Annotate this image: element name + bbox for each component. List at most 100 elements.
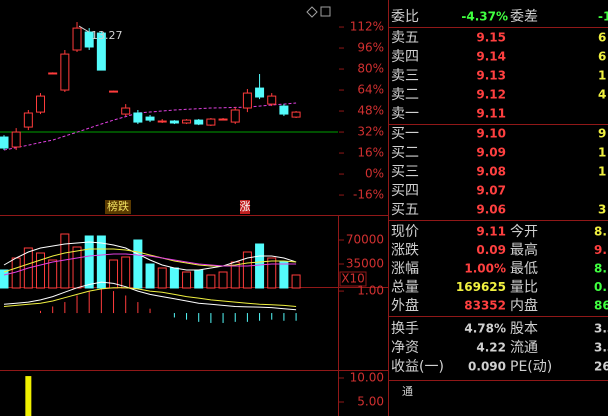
quote-value: 4.22: [476, 341, 506, 355]
candle-body: [145, 116, 155, 121]
volume-bar: [279, 261, 289, 289]
quote-value: 9.12: [476, 88, 506, 102]
quote-value: 9.08: [476, 165, 506, 179]
quote-value: 9.11: [476, 225, 506, 239]
candle-body: [169, 120, 179, 124]
quote-value: 862: [594, 299, 608, 313]
volume-bar: [60, 233, 70, 289]
quote-value: 9: [598, 127, 606, 141]
volume-bar: [145, 263, 155, 289]
volume-bar: [96, 235, 106, 289]
candle-body: [255, 87, 265, 98]
quote-label: 收益(一): [391, 359, 444, 375]
dea-line: [3, 287, 297, 307]
volume-bar: [182, 271, 192, 289]
quote-label: 涨幅: [391, 261, 419, 277]
dif-line: [3, 281, 297, 311]
volume-bar: [48, 259, 58, 289]
candle-body: [11, 131, 21, 148]
volume-ma: [3, 248, 297, 273]
quote-value: 4.78%: [464, 322, 506, 336]
tag-bg: [105, 200, 131, 214]
candle-body: [267, 95, 277, 105]
candle-body: [23, 112, 33, 128]
quote-label: 委差: [510, 9, 538, 25]
quote-label: 卖二: [391, 87, 419, 103]
y-tick-label: 112%: [350, 20, 384, 34]
volume-bar: [84, 235, 94, 289]
quote-label: 买五: [391, 202, 419, 218]
quote-value: -1: [598, 10, 608, 24]
volume-bar: [206, 274, 216, 289]
quote-value: 9.11: [476, 107, 506, 121]
volume-bar: [267, 257, 277, 289]
volume-bar: [194, 269, 204, 289]
quote-label: 股本: [510, 321, 538, 337]
window-icons[interactable]: [306, 6, 331, 18]
quote-label: 现价: [391, 224, 419, 240]
candle-body: [109, 90, 119, 93]
volume-bar: [157, 267, 167, 289]
high-arrow: [78, 25, 90, 33]
y-tick-label: 64%: [357, 83, 384, 97]
quote-label: PE(动): [510, 359, 552, 375]
quote-value: 1.00%: [464, 262, 506, 276]
quote-value: 4: [598, 88, 606, 102]
volume-ma: [3, 253, 297, 276]
quote-value: 169625: [456, 280, 506, 294]
y-tick-label: 80%: [357, 62, 384, 76]
quote-label: 委比: [391, 9, 419, 25]
quote-label: 外盘: [391, 297, 419, 314]
quote-label: 换手: [391, 320, 419, 337]
candle-body: [291, 111, 301, 118]
candle-body: [72, 27, 82, 51]
quote-value: 9.07: [476, 184, 506, 198]
quote-label: 净资: [391, 340, 419, 356]
volume-bar: [218, 271, 228, 289]
y-tick-label: 48%: [357, 104, 384, 118]
volume-bar: [242, 251, 252, 289]
candle-body: [48, 72, 58, 75]
quote-label: 最低: [510, 261, 538, 277]
volume-bar: [255, 243, 265, 289]
quote-value: 6: [598, 31, 606, 45]
quote-value: 8.: [594, 262, 607, 276]
y-tick-label: 16%: [357, 146, 384, 160]
y-tick-label: 1.00: [357, 284, 384, 298]
candle-body: [242, 92, 252, 109]
candle-body: [84, 31, 94, 48]
quote-label: 总量: [391, 280, 419, 296]
extra-bar: [25, 376, 32, 416]
quote-value: 9.09: [476, 146, 506, 160]
tag: 涨: [240, 200, 251, 213]
quote-value: 9.06: [476, 203, 506, 217]
quote-label: 内盘: [510, 297, 538, 314]
volume-bar: [169, 267, 179, 289]
quote-value: 26: [594, 360, 608, 374]
quote-label: 买一: [391, 126, 419, 142]
candle-body: [157, 120, 167, 123]
quote-value: 9.15: [476, 31, 506, 45]
quote-value: 9.: [594, 243, 607, 257]
quote-value: 0.: [594, 280, 607, 294]
quote-value: 0.09: [476, 243, 506, 257]
y-tick-label: -16%: [353, 188, 384, 202]
volume-bar: [36, 252, 46, 289]
volume-bar: [72, 246, 82, 289]
y-tick-label: 35000: [346, 256, 384, 270]
quote-label: 量比: [510, 280, 538, 296]
y-tick-label: 0%: [365, 167, 384, 181]
y-tick-label: 32%: [357, 125, 384, 139]
quote-value: 9.10: [476, 127, 506, 141]
quote-label: 卖一: [391, 106, 419, 122]
volume-unit: X10: [341, 272, 365, 286]
candle-body: [230, 109, 240, 123]
quote-label: 流通: [510, 340, 538, 356]
candle-body: [133, 112, 143, 123]
moving-average: [3, 102, 297, 151]
quote-label: 最高: [510, 242, 538, 259]
quote-label: 卖五: [391, 30, 419, 46]
candle-body: [182, 119, 192, 124]
quote-value: 3.55: [594, 341, 608, 355]
